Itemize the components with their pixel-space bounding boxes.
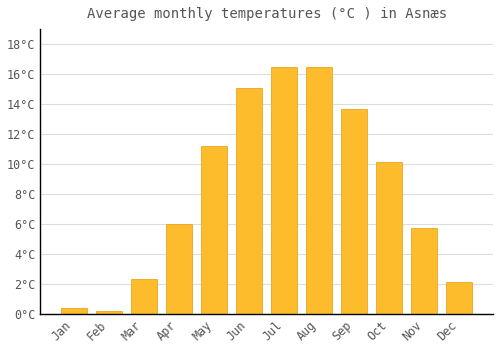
- Bar: [306, 66, 332, 314]
- Title: Average monthly temperatures (°C ) in Asnæs: Average monthly temperatures (°C ) in As…: [86, 7, 446, 21]
- Bar: [61, 308, 87, 314]
- Bar: [131, 279, 157, 314]
- Bar: [96, 311, 122, 314]
- Bar: [341, 108, 367, 314]
- Bar: [446, 282, 472, 314]
- Bar: [201, 146, 228, 314]
- Bar: [236, 88, 262, 314]
- Bar: [166, 224, 192, 314]
- Bar: [271, 66, 297, 314]
- Bar: [411, 229, 438, 314]
- Bar: [376, 162, 402, 314]
